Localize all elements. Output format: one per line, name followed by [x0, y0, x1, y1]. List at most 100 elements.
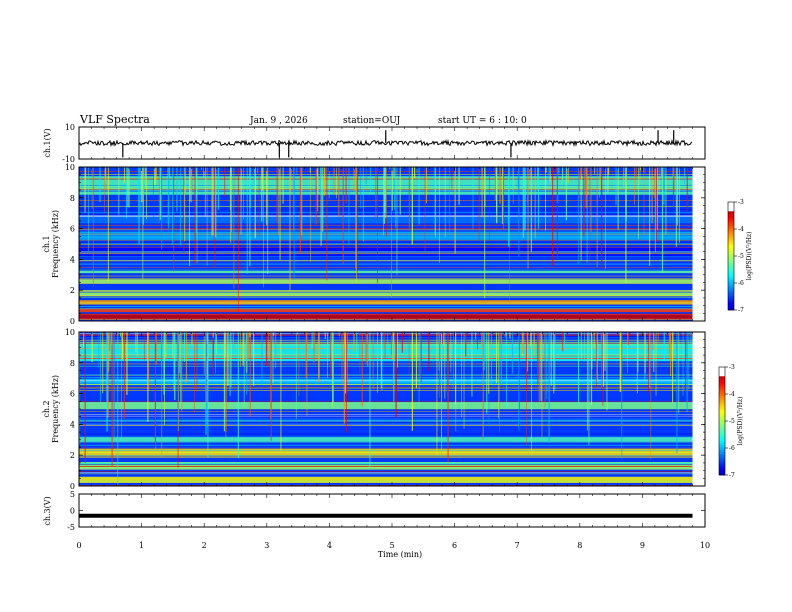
spectrogram-band [79, 476, 693, 483]
colorbar-cell [719, 442, 725, 445]
spectrogram-band [79, 402, 693, 410]
colorbar-cell [719, 410, 725, 413]
colorbar-cell [728, 275, 734, 278]
y-tick-label: -10 [62, 155, 75, 164]
y-tick-label: 10 [65, 328, 75, 337]
colorbar-cell [719, 469, 725, 472]
colorbar-cell [728, 261, 734, 264]
spectrogram-band [79, 449, 693, 456]
y-tick-label: -5 [67, 523, 75, 532]
colorbar-cell [728, 270, 734, 273]
spectrogram-band [79, 290, 693, 297]
colorbar-cell [728, 216, 734, 219]
colorbar-cell [728, 256, 734, 259]
colorbar-cell [719, 403, 725, 406]
colorbar-cell [728, 257, 734, 260]
ch1-colorbar-ticks: -3 -4 -5 -6 -7 [734, 199, 744, 314]
ch2-colorbar-ticks: -3 -4 -5 -6 -7 [725, 364, 735, 479]
colorbar-tick-label: -6 [729, 445, 735, 452]
colorbar-cell [719, 412, 725, 415]
colorbar-tick-label: -5 [729, 418, 735, 425]
spectrogram-band [79, 215, 693, 224]
colorbar-cell [719, 377, 725, 380]
station-label: station=OUJ [343, 116, 401, 126]
figure-title: VLF Spectra [79, 113, 150, 126]
time-axis-tick-labels: 0 1 2 3 4 5 6 7 8 9 10 [76, 541, 710, 550]
colorbar-cell [719, 435, 725, 438]
y-tick-label: 5 [70, 490, 75, 499]
colorbar-cell [728, 245, 734, 248]
ch2-spectrogram-ytick-labels: 0 2 4 6 8 10 [65, 328, 75, 491]
colorbar-cell [728, 265, 734, 268]
colorbar-cell [728, 290, 734, 293]
ch2-channel-label: ch.2 [42, 400, 51, 417]
colorbar-cell [728, 236, 734, 239]
colorbar-cell [728, 263, 734, 266]
colorbar-cell [719, 392, 725, 395]
y-tick-label: 10 [65, 163, 75, 172]
colorbar-cell [719, 430, 725, 433]
colorbar-cell [719, 370, 725, 373]
colorbar-cell [728, 225, 734, 228]
colorbar-cell [728, 277, 734, 280]
colorbar-cell [719, 419, 725, 422]
y-tick-label: 8 [70, 194, 75, 203]
colorbar-cell [728, 301, 734, 304]
colorbar-cell [728, 295, 734, 298]
colorbar-cell [719, 379, 725, 382]
ch1-spectrogram-ticks [78, 166, 706, 322]
colorbar-tick-label: -5 [738, 253, 744, 260]
colorbar-cell [728, 207, 734, 210]
colorbar-cell [728, 279, 734, 282]
ch1-spectrogram-ylabel: Frequency (kHz) [51, 210, 60, 278]
time-tick-label: 1 [139, 541, 144, 550]
colorbar-cell [719, 451, 725, 454]
colorbar-cell [719, 464, 725, 467]
colorbar-cell [728, 250, 734, 253]
colorbar-cell [728, 205, 734, 208]
spectrogram-band [79, 436, 693, 443]
colorbar-cell [728, 297, 734, 300]
colorbar-cell [719, 453, 725, 456]
colorbar-cell [728, 232, 734, 235]
colorbar-cell [728, 304, 734, 307]
spectrogram-band [79, 300, 693, 305]
ch2-spectrogram-image [78, 332, 693, 486]
colorbar-cell [728, 221, 734, 224]
colorbar-cell [719, 415, 725, 418]
time-tick-label: 0 [76, 541, 81, 550]
ch1-colorbar-scale [728, 202, 734, 311]
spectrogram-band [79, 308, 693, 313]
ch1-waveform-ticks [78, 126, 706, 160]
start-time-label: start UT = 6 : 10: 0 [438, 116, 527, 126]
colorbar-cell [719, 471, 725, 474]
colorbar-cell [719, 397, 725, 400]
colorbar-cell [728, 230, 734, 233]
ch1-waveform-ylabel: ch.1(V) [43, 128, 52, 157]
colorbar-cell [728, 214, 734, 217]
colorbar-cell [719, 428, 725, 431]
time-tick-label: 7 [515, 541, 520, 550]
time-tick-label: 3 [264, 541, 269, 550]
colorbar-cell [719, 376, 725, 379]
colorbar-cell [719, 460, 725, 463]
colorbar-cell [728, 306, 734, 309]
colorbar-cell [719, 424, 725, 427]
time-tick-label: 9 [640, 541, 645, 550]
y-tick-label: 4 [70, 420, 75, 429]
spectrogram-band [79, 231, 693, 241]
colorbar-cell [728, 247, 734, 250]
colorbar-cell [728, 302, 734, 305]
spectrogram-band [79, 278, 693, 284]
colorbar-cell [719, 446, 725, 449]
colorbar-cell [728, 227, 734, 230]
colorbar-cell [728, 272, 734, 275]
ch1-spectrogram-ytick-labels: 0 2 4 6 8 10 [65, 163, 75, 326]
colorbar-cell [719, 390, 725, 393]
time-tick-label: 8 [577, 541, 582, 550]
ch3-waveform-ytick-labels: 5 0 -5 [67, 490, 75, 532]
colorbar-cell [719, 367, 725, 370]
ch2-spectrogram-ylabel: Frequency (kHz) [51, 375, 60, 443]
colorbar-tick-label: -4 [738, 226, 744, 233]
ch2-colorbar-scale [719, 367, 725, 476]
